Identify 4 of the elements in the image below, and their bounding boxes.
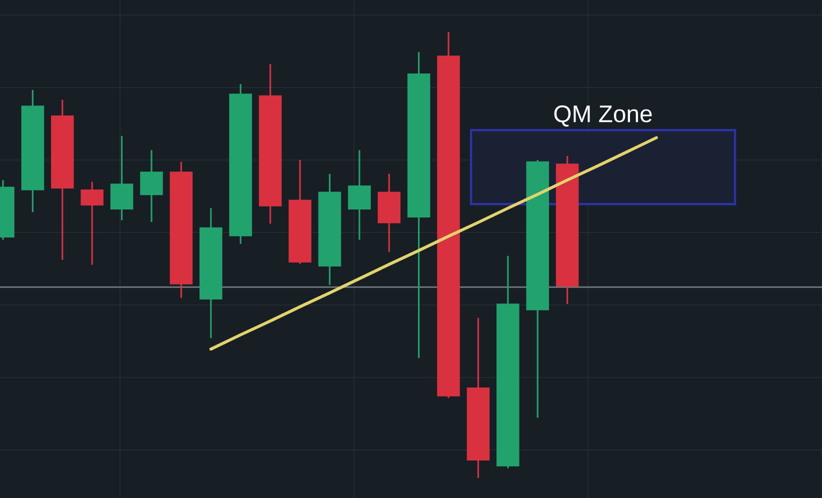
candlestick <box>140 149 163 223</box>
candlestick <box>80 181 104 266</box>
band-label: QM Zone <box>554 105 652 127</box>
candlestick <box>348 149 371 241</box>
